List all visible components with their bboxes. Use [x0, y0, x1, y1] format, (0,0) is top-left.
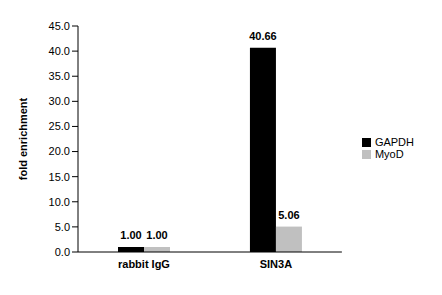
svg-text:1.00: 1.00 [120, 229, 141, 241]
svg-text:40.66: 40.66 [249, 30, 277, 42]
svg-text:5.06: 5.06 [278, 209, 299, 221]
svg-text:0.0: 0.0 [55, 246, 70, 258]
svg-text:SIN3A: SIN3A [260, 258, 292, 270]
html-text:MyoD: MyoD [374, 147, 404, 160]
svg-text:30.0: 30.0 [49, 95, 70, 107]
svg-text:15.0: 15.0 [49, 171, 70, 183]
svg-text:20.0: 20.0 [49, 145, 70, 157]
svg-text:5.0: 5.0 [55, 221, 70, 233]
svg-text:25.0: 25.0 [49, 120, 70, 132]
svg-text:10.0: 10.0 [49, 196, 70, 208]
svg-text:35.0: 35.0 [49, 70, 70, 82]
svg-text:1.00: 1.00 [146, 229, 167, 241]
svg-text:fold enrichment: fold enrichment [17, 97, 29, 180]
svg-text:rabbit IgG: rabbit IgG [118, 258, 170, 270]
svg-text:40.0: 40.0 [49, 45, 70, 57]
html-text:GAPDH: GAPDH [374, 135, 414, 148]
svg-text:45.0: 45.0 [49, 20, 70, 32]
